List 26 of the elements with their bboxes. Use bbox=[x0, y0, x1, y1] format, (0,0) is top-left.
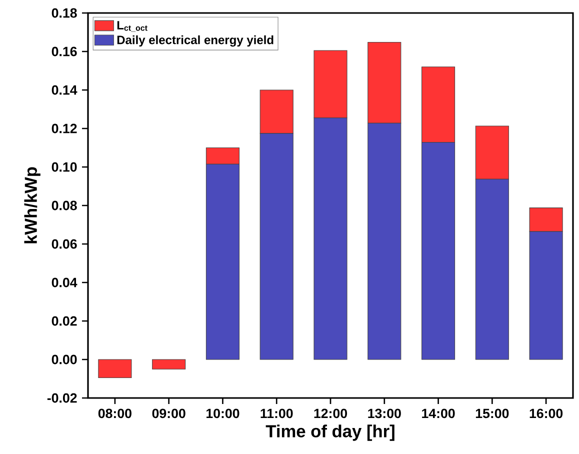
x-tick-label: 10:00 bbox=[206, 408, 240, 418]
x-tick-label: 15:00 bbox=[476, 408, 509, 418]
x-tick-label: 16:00 bbox=[530, 408, 563, 418]
y-tick-label: 0.08 bbox=[52, 200, 77, 210]
y-tick-label: 0.18 bbox=[52, 8, 77, 18]
x-axis-title: Time of day [hr] bbox=[266, 424, 394, 441]
x-tick-label: 12:00 bbox=[314, 408, 348, 418]
y-tick-label: 0.10 bbox=[52, 162, 77, 172]
bar bbox=[98, 359, 132, 378]
x-tick-label: 11:00 bbox=[260, 408, 293, 418]
x-tick-label: 08:00 bbox=[98, 408, 132, 418]
legend-label: Daily electrical energy yield bbox=[117, 35, 274, 47]
y-tick-label: 0.00 bbox=[52, 354, 77, 364]
y-tick-label: 0.14 bbox=[52, 85, 78, 95]
x-tick-label: 14:00 bbox=[422, 408, 455, 418]
y-tick-label: 0.04 bbox=[52, 278, 78, 288]
y-tick-label: 0.06 bbox=[52, 239, 77, 249]
y-tick-label: 0.16 bbox=[52, 46, 77, 56]
y-tick-label: -0.02 bbox=[47, 393, 77, 403]
y-axis-title: kWh/kWp bbox=[24, 167, 40, 244]
y-tick-label: 0.12 bbox=[52, 124, 77, 134]
x-tick-label: 09:00 bbox=[152, 408, 186, 418]
legend-label: L$_{ct_oct}$ bbox=[117, 21, 148, 32]
x-tick-label: 13:00 bbox=[368, 408, 401, 418]
bar bbox=[152, 359, 186, 370]
y-tick-label: 0.02 bbox=[52, 316, 77, 326]
